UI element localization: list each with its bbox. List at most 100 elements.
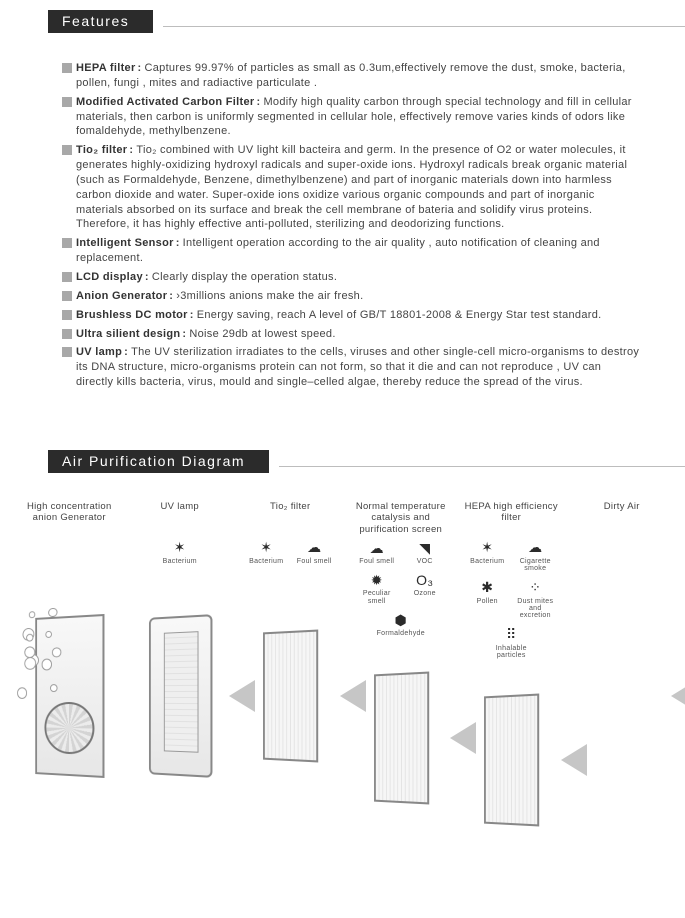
glyph-icon: ✶ (478, 539, 496, 557)
feature-item: Anion Generator:›3millions anions make t… (62, 289, 641, 304)
feature-item: Ultra silient design:Noise 29db at lowes… (62, 327, 641, 342)
diagram-stage: HEPA high efficiency filter ✶Bacterium ☁Ci… (458, 501, 565, 855)
stage-icon-item: ⬢Formaldehyde (382, 611, 420, 637)
filter-panel-graphic (263, 629, 318, 762)
diagram-stage: Tio₂ filter✶Bacterium☁Foul smell (237, 501, 344, 791)
colon: : (256, 96, 260, 108)
feature-item: Intelligent Sensor:Intelligent operation… (62, 236, 641, 266)
stage-graphic (458, 665, 565, 855)
feature-text: LCD display:Clearly display the operatio… (76, 270, 337, 285)
glyph-icon: ☁ (368, 539, 386, 557)
feature-item: Modified Activated Carbon Filter:Modify … (62, 95, 641, 140)
feature-body: Captures 99.97% of particles as small as… (76, 62, 626, 89)
stage-graphic (237, 601, 344, 791)
feature-label: Brushless DC motor (76, 309, 188, 321)
feature-label: LCD display (76, 271, 143, 283)
glyph-icon: ☁ (526, 539, 544, 557)
colon: : (176, 237, 180, 249)
icon-caption: Foul smell (297, 558, 332, 565)
filter-panel-graphic (374, 672, 429, 805)
bullet-icon (62, 63, 72, 73)
feature-text: Brushless DC motor:Energy saving, reach … (76, 308, 602, 323)
feature-body: Noise 29db at lowest speed. (189, 328, 335, 340)
feature-text: Intelligent Sensor:Intelligent operation… (76, 236, 641, 266)
bullet-icon (62, 97, 72, 107)
stage-icon-item: ◥VOC (406, 539, 444, 565)
feature-label: Intelligent Sensor (76, 237, 174, 249)
feature-label: Anion Generator (76, 290, 167, 302)
glyph-icon: O₃ (416, 571, 434, 589)
feature-label: Ultra silient design (76, 328, 180, 340)
feature-item: Tio₂ filter:Tio₂ combined with UV light … (62, 143, 641, 232)
glyph-icon: ✶ (257, 539, 275, 557)
stage-icon-item: ✶Bacterium (161, 539, 199, 595)
stage-icons: ✶Bacterium ☁Foul smell (247, 539, 333, 595)
glyph-icon: ⬢ (392, 611, 410, 629)
stage-title: HEPA high efficiency filter (458, 501, 565, 535)
feature-item: LCD display:Clearly display the operatio… (62, 270, 641, 285)
section-title: Air Purification Diagram (48, 450, 269, 473)
feature-body: ›3millions anions make the air fresh. (176, 290, 363, 302)
purification-diagram: High concentration anion GeneratorUV lam… (16, 501, 675, 855)
bullet-icon (62, 238, 72, 248)
bullet-icon (62, 329, 72, 339)
feature-text: Ultra silient design:Noise 29db at lowes… (76, 327, 336, 342)
stage-icon-item: ☁Foul smell (358, 539, 396, 565)
stage-title: Normal temperature catalysis and purific… (348, 501, 455, 535)
colon: : (182, 328, 186, 340)
glyph-icon: ✹ (368, 571, 386, 589)
stage-graphic (569, 601, 676, 791)
icon-caption: Foul smell (359, 558, 394, 565)
section-header-diagram: Air Purification Diagram (48, 450, 685, 473)
diagram-stage: UV lamp ✶Bacterium (127, 501, 234, 791)
icon-caption: Formaldehyde (377, 630, 425, 637)
feature-item: HEPA filter:Captures 99.97% of particles… (62, 61, 641, 91)
bullet-icon (62, 272, 72, 282)
bullet-icon (62, 145, 72, 155)
colon: : (169, 290, 173, 302)
glyph-icon: ⁘ (526, 579, 544, 597)
diagram-stage: High concentration anion Generator (16, 501, 123, 791)
stage-title: UV lamp (160, 501, 199, 535)
stage-icon-item: ✶Bacterium (247, 539, 285, 595)
feature-body: Energy saving, reach A level of GB/T 188… (197, 309, 602, 321)
uv-lamp-graphic (149, 614, 212, 778)
stage-icon-item: ✱Pollen (468, 579, 506, 620)
icon-caption: Dust mites and excretion (516, 598, 554, 620)
glyph-icon: ⠿ (502, 626, 520, 644)
stage-graphic (16, 601, 123, 791)
icon-caption: VOC (417, 558, 433, 565)
features-list: HEPA filter:Captures 99.97% of particles… (62, 61, 641, 390)
feature-text: HEPA filter:Captures 99.97% of particles… (76, 61, 641, 91)
stage-icon-item: ✶Bacterium (468, 539, 506, 573)
icon-caption: Pollen (477, 598, 498, 605)
bullet-icon (62, 347, 72, 357)
feature-label: UV lamp (76, 346, 122, 358)
filter-panel-graphic (484, 694, 539, 827)
icon-caption: Cigarette smoke (516, 558, 554, 573)
glyph-icon: ◥ (416, 539, 434, 557)
icon-caption: Bacterium (249, 558, 283, 565)
feature-body: The UV sterilization irradiates to the c… (76, 346, 639, 388)
stage-icon-item: O₃Ozone (406, 571, 444, 605)
feature-label: Modified Activated Carbon Filter (76, 96, 254, 108)
icon-caption: Bacterium (470, 558, 504, 565)
stage-title: Dirty Air (604, 501, 640, 535)
section-header-features: Features (48, 10, 685, 33)
diagram-stage: Dirty Air (569, 501, 676, 791)
colon: : (124, 346, 128, 358)
anion-generator-graphic (35, 614, 104, 778)
colon: : (138, 62, 142, 74)
feature-body: Tio₂ combined with UV light kill bacteir… (76, 144, 627, 230)
colon: : (145, 271, 149, 283)
bullet-icon (62, 310, 72, 320)
stage-icon-item: ✹Peculiar smell (358, 571, 396, 605)
glyph-icon: ☁ (305, 539, 323, 557)
stage-graphic (127, 601, 234, 791)
bullet-icon (62, 291, 72, 301)
colon: : (190, 309, 194, 321)
icon-caption: Ozone (414, 590, 436, 597)
icon-caption: Inhalable particles (492, 645, 530, 660)
stage-title: High concentration anion Generator (16, 501, 123, 535)
header-rule (279, 450, 685, 467)
